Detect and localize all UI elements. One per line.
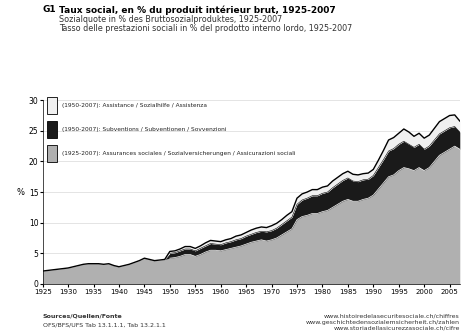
- Text: Sources/Quellen/Fonte: Sources/Quellen/Fonte: [43, 314, 122, 319]
- Text: OFS/BFS/UFS Tab 13.1.1.1, Tab 13.2.1.1: OFS/BFS/UFS Tab 13.1.1.1, Tab 13.2.1.1: [43, 322, 165, 327]
- Bar: [47, 98, 57, 114]
- Text: (1925-2007): Assurances sociales / Sozialversicherungen / Assicurazioni sociali: (1925-2007): Assurances sociales / Sozia…: [62, 151, 296, 156]
- Text: (1950-2007): Subventions / Subventionen / Sovvenzioni: (1950-2007): Subventions / Subventionen …: [62, 127, 227, 132]
- Bar: [47, 145, 57, 162]
- Text: Tasso delle prestazioni sociali in % del prodotto interno lordo, 1925-2007: Tasso delle prestazioni sociali in % del…: [59, 24, 353, 33]
- Y-axis label: %: %: [17, 188, 24, 196]
- Text: G1: G1: [43, 5, 56, 14]
- Bar: [47, 121, 57, 138]
- Text: Sozialquote in % des Bruttosozialproduktes, 1925-2007: Sozialquote in % des Bruttosozialprodukt…: [59, 15, 283, 24]
- Text: (1950-2007): Assistance / Sozialhilfe / Assistenza: (1950-2007): Assistance / Sozialhilfe / …: [62, 103, 207, 108]
- Text: Taux social, en % du produit intérieur brut, 1925-2007: Taux social, en % du produit intérieur b…: [59, 5, 336, 14]
- Text: www.histoiredelasecuritesociale.ch/chiffres
www.geschichtedensozialemsicherheit.: www.histoiredelasecuritesociale.ch/chiff…: [306, 314, 460, 331]
